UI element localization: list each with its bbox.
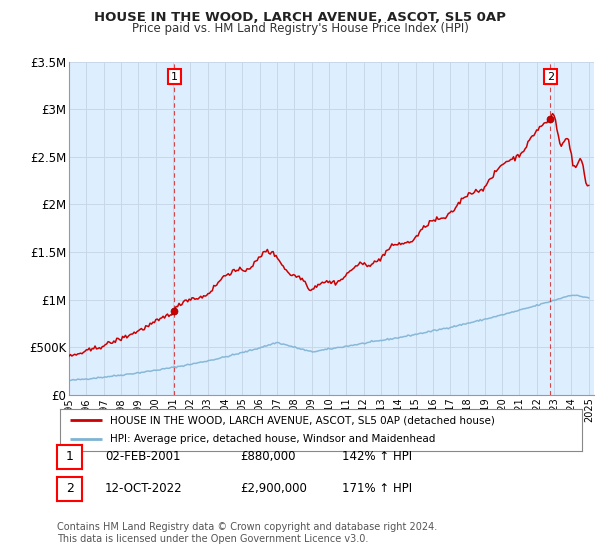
Text: HOUSE IN THE WOOD, LARCH AVENUE, ASCOT, SL5 0AP (detached house): HOUSE IN THE WOOD, LARCH AVENUE, ASCOT, … xyxy=(110,415,494,425)
Text: Price paid vs. HM Land Registry's House Price Index (HPI): Price paid vs. HM Land Registry's House … xyxy=(131,22,469,35)
Text: 171% ↑ HPI: 171% ↑ HPI xyxy=(342,482,412,495)
Text: 1: 1 xyxy=(171,72,178,82)
Text: £880,000: £880,000 xyxy=(240,450,296,463)
Text: 12-OCT-2022: 12-OCT-2022 xyxy=(105,482,182,495)
Text: 02-FEB-2001: 02-FEB-2001 xyxy=(105,450,181,463)
Text: 2: 2 xyxy=(65,482,74,496)
Text: HOUSE IN THE WOOD, LARCH AVENUE, ASCOT, SL5 0AP: HOUSE IN THE WOOD, LARCH AVENUE, ASCOT, … xyxy=(94,11,506,24)
Text: 142% ↑ HPI: 142% ↑ HPI xyxy=(342,450,412,463)
Text: 1: 1 xyxy=(65,450,74,464)
Text: HPI: Average price, detached house, Windsor and Maidenhead: HPI: Average price, detached house, Wind… xyxy=(110,435,435,445)
Text: 2: 2 xyxy=(547,72,554,82)
Text: £2,900,000: £2,900,000 xyxy=(240,482,307,495)
Text: Contains HM Land Registry data © Crown copyright and database right 2024.
This d: Contains HM Land Registry data © Crown c… xyxy=(57,522,437,544)
